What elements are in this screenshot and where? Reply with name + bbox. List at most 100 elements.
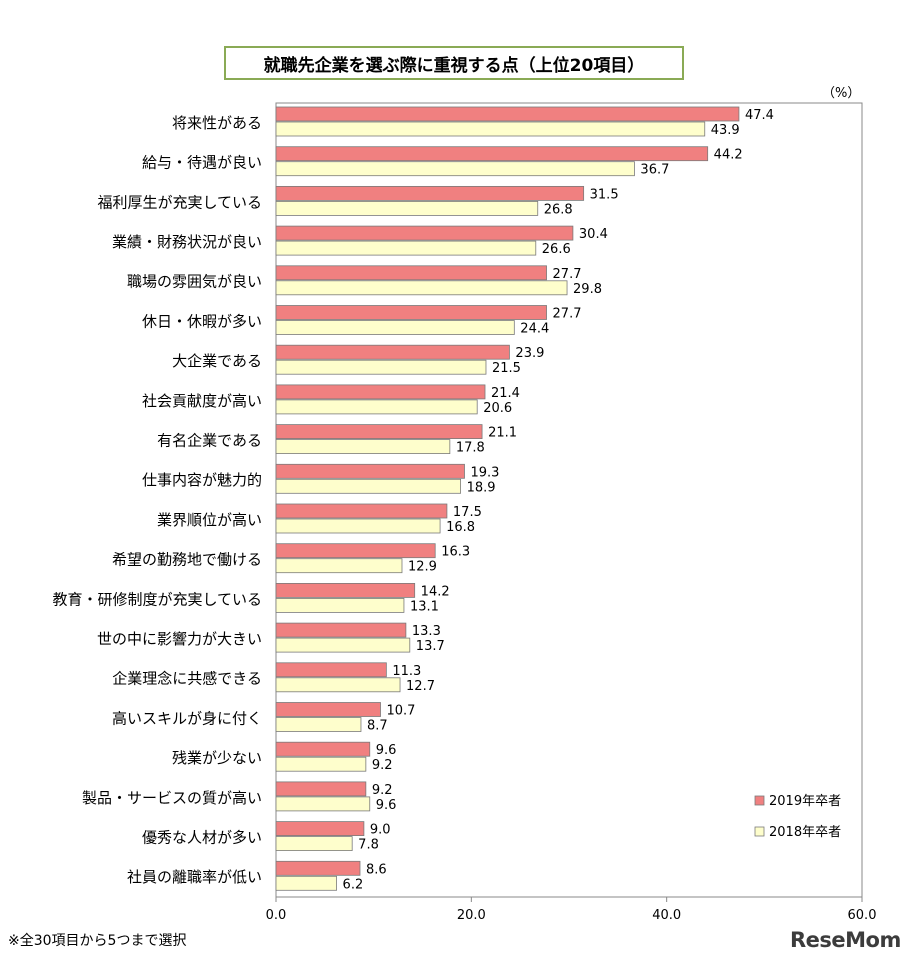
value-label-2019: 11.3	[392, 664, 421, 679]
category-label: 世の中に影響力が大きい	[97, 630, 262, 648]
category-label: 休日・休暇が多い	[142, 312, 262, 330]
value-label-2018: 24.4	[520, 322, 549, 337]
bar-2019	[275, 503, 448, 519]
bar-2018	[275, 161, 635, 177]
bar-2018	[275, 836, 353, 851]
bar-2019	[275, 344, 510, 360]
category-label: 希望の勤務地で働ける	[112, 551, 262, 569]
value-label-2019: 47.4	[745, 108, 774, 123]
value-label-2019: 31.5	[590, 187, 619, 202]
category-label: 福利厚生が充実している	[97, 193, 262, 211]
value-label-2018: 36.7	[640, 163, 669, 178]
category-label: 社会貢献度が高い	[142, 392, 262, 410]
category-label: 残業が少ない	[172, 749, 262, 767]
category-label: 大企業である	[172, 352, 262, 370]
x-tick-label: 0.0	[266, 908, 287, 923]
value-label-2019: 14.2	[421, 584, 450, 599]
bar-2018	[275, 598, 405, 613]
value-label-2019: 16.3	[441, 545, 470, 560]
bar-2019	[275, 146, 709, 162]
value-label-2018: 6.2	[343, 877, 364, 892]
bar-2018	[275, 121, 706, 137]
resemom-logo: ReseMom	[790, 928, 900, 952]
bar-2019	[275, 781, 367, 797]
value-label-2018: 17.8	[456, 441, 485, 456]
value-label-2018: 12.7	[406, 679, 435, 694]
value-label-2019: 19.3	[470, 465, 499, 480]
bar-2019	[275, 463, 465, 479]
bar-2019	[275, 702, 381, 717]
x-tick-label: 40.0	[652, 908, 681, 923]
value-label-2019: 27.7	[553, 307, 582, 322]
legend-label: 2019年卒者	[769, 794, 841, 809]
value-label-2018: 43.9	[711, 123, 740, 138]
value-label-2019: 27.7	[553, 267, 582, 282]
category-label: 給与・待遇が良い	[142, 154, 262, 172]
chart-title: 就職先企業を選ぶ際に重視する点（上位20項目）	[224, 46, 684, 80]
bar-2018	[275, 518, 441, 534]
footnote: ※全30項目から5つまで選択	[8, 933, 187, 949]
bar-2018	[275, 439, 451, 455]
value-label-2019: 9.2	[372, 783, 393, 798]
bar-2019	[275, 424, 483, 440]
bar-2018	[275, 717, 362, 732]
plot-frame	[275, 102, 863, 898]
bar-2019	[275, 821, 365, 836]
bar-2019	[275, 662, 387, 678]
bar-2019	[275, 185, 585, 201]
category-label: 職場の雰囲気が良い	[127, 273, 262, 291]
legend-swatch	[754, 795, 765, 806]
bar-2019	[275, 384, 486, 400]
category-label: 仕事内容が魅力的	[142, 471, 262, 489]
bar-2018	[275, 756, 367, 772]
bar-2018	[275, 200, 539, 216]
value-label-2019: 10.7	[387, 704, 416, 719]
value-label-2018: 29.8	[573, 282, 602, 297]
bar-2019	[275, 225, 574, 241]
category-label: 業界順位が高い	[157, 511, 262, 529]
value-label-2019: 9.0	[370, 823, 391, 838]
category-label: 社員の離職率が低い	[127, 868, 262, 886]
bar-2018	[275, 280, 568, 296]
legend-label: 2018年卒者	[769, 825, 841, 840]
bar-2018	[275, 399, 478, 415]
bar-2018	[275, 359, 487, 375]
bar-2019	[275, 741, 371, 757]
category-label: 業績・財務状況が良い	[112, 233, 262, 251]
bar-2019	[275, 305, 547, 320]
category-label: 製品・サービスの質が高い	[82, 789, 262, 807]
value-label-2019: 44.2	[714, 148, 743, 163]
value-label-2019: 9.6	[376, 743, 397, 758]
value-label-2019: 13.3	[412, 624, 441, 639]
bar-2018	[275, 478, 461, 494]
bar-2018	[275, 875, 337, 891]
bar-2019	[275, 622, 407, 638]
value-label-2018: 13.1	[410, 599, 439, 614]
value-label-2019: 21.4	[491, 386, 520, 401]
bar-2018	[275, 240, 537, 256]
value-label-2018: 20.6	[483, 401, 512, 416]
value-label-2018: 7.8	[358, 838, 379, 853]
category-label: 優秀な人材が多い	[142, 828, 262, 846]
value-label-2019: 17.5	[453, 505, 482, 520]
category-label: 将来性がある	[172, 114, 262, 132]
value-label-2018: 8.7	[367, 719, 388, 734]
value-label-2019: 30.4	[579, 227, 608, 242]
value-label-2019: 8.6	[366, 862, 387, 877]
value-label-2018: 16.8	[446, 520, 475, 535]
bar-2018	[275, 637, 411, 653]
value-label-2018: 9.2	[372, 758, 393, 773]
value-label-2019: 23.9	[515, 346, 544, 361]
value-label-2018: 13.7	[416, 639, 445, 654]
category-label: 教育・研修制度が充実している	[52, 590, 262, 608]
unit-label: （%）	[822, 86, 861, 101]
bar-2019	[275, 265, 547, 281]
value-label-2018: 21.5	[492, 361, 521, 376]
x-tick-label: 20.0	[457, 908, 486, 923]
value-label-2018: 26.6	[542, 242, 571, 257]
legend-swatch	[754, 826, 765, 837]
bar-2018	[275, 320, 515, 335]
value-label-2018: 12.9	[408, 560, 437, 575]
category-label: 企業理念に共感できる	[112, 670, 262, 688]
